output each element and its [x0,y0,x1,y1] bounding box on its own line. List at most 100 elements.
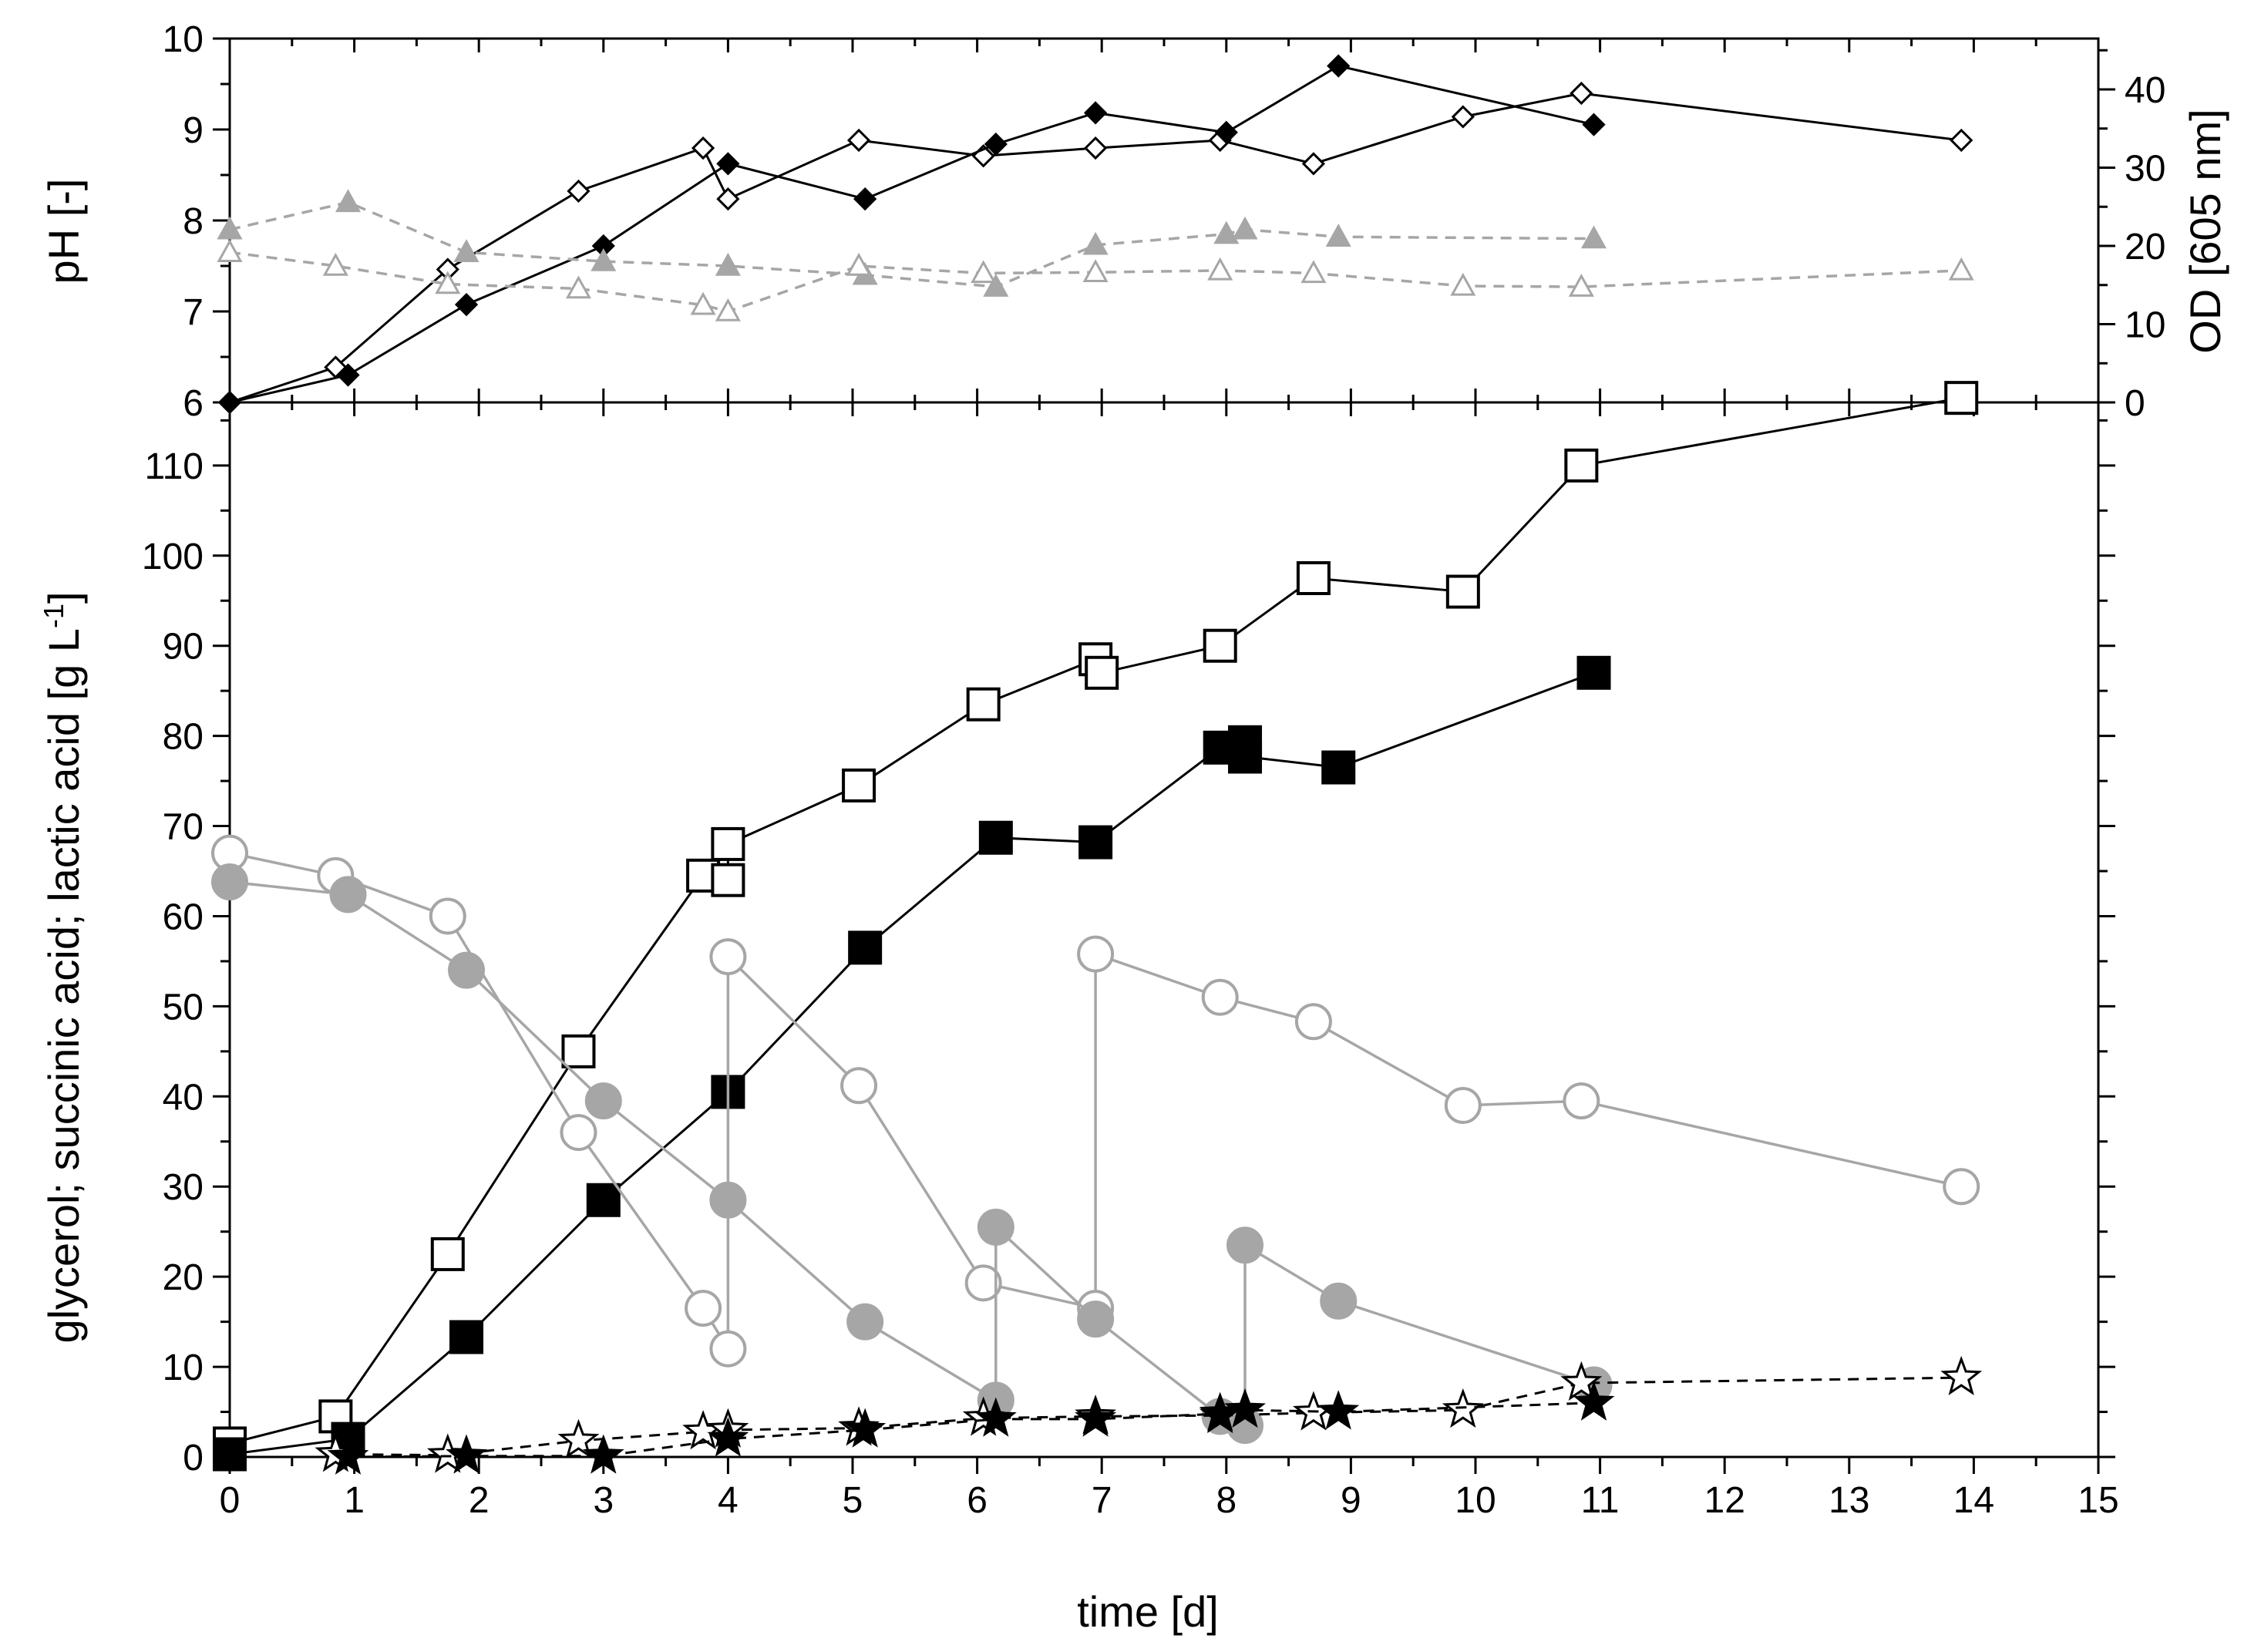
bottom-series-line [348,1401,1594,1459]
bottom-data-point [1075,1397,1117,1437]
bottom-data-point [584,1082,622,1120]
plot-layer: 0 1 2 3 4 5 6 7 8 9 10 11 12 13 14 15678910010203040010… [142,19,2165,1521]
top-data-point [1582,113,1606,136]
bottom-data-point [842,768,876,802]
bottom-data-point [711,826,745,861]
top-series-2 [217,189,1607,297]
bottom-series-2 [211,834,1980,1368]
bottom-data-point [685,1290,722,1327]
bottom-data-point [1321,750,1356,785]
top-data-point [1214,120,1238,144]
top-data-point [984,132,1008,156]
bottom-data-point [1444,1087,1482,1124]
bottom-data-point [1563,1082,1600,1120]
top-data-point [1568,274,1594,297]
top-data-point [1083,101,1108,125]
x-tick-label: 4 [718,1480,739,1521]
top-series-line [229,64,1594,404]
bottom-series-line [229,851,1962,1354]
bottom-data-point [964,1264,1002,1302]
top-data-point [453,239,479,262]
top-series-3 [217,239,1974,321]
x-tick-label: 8 [1216,1480,1236,1521]
top-data-point [846,252,872,276]
top-data-point [1580,225,1607,249]
x-tick-label: 12 [1704,1480,1745,1521]
bottom-data-point [840,1067,878,1105]
top-data-point [1300,260,1327,284]
x-tick-label: 6 [967,1480,988,1521]
bottom-data-point [844,1408,887,1448]
x-tick-label: 13 [1829,1480,1869,1521]
top-panel-frame [228,37,2100,404]
x-tick-label: 14 [1953,1480,1994,1521]
bottom-series-5 [327,1381,1615,1475]
bottom-tick-label: 100 [142,537,204,577]
bottom-axis-title-main: glycerol; succinic acid; lactic acid [g … [39,628,88,1344]
bottom-data-point [561,1034,596,1068]
bottom-data-point [1940,1355,1983,1396]
x-tick-label: 0 [220,1480,241,1521]
bottom-series-1 [213,655,1611,1472]
bottom-axis-title: glycerol; succinic acid; lactic acid [g … [38,591,88,1343]
top-data-point [322,252,348,276]
x-tick-label: 3 [593,1480,614,1521]
top-data-point [217,216,243,240]
bottom-series-0 [213,381,1979,1461]
x-tick-label: 15 [2078,1480,2118,1521]
top-data-point [1451,105,1475,129]
top-data-point [715,252,741,276]
bottom-data-point [846,1303,884,1341]
bottom-axis-title-superscript: -1 [38,604,69,628]
top-right-tick-label: 40 [2125,70,2165,111]
x-tick-label: 10 [1455,1480,1496,1521]
bottom-data-point [1320,1282,1358,1320]
bottom-data-point [1573,1381,1615,1421]
bottom-tick-label: 40 [163,1077,204,1118]
top-data-point [983,274,1009,297]
bottom-data-point [1077,1300,1115,1338]
top-data-point [1325,224,1351,247]
top-data-point [846,128,871,153]
bottom-data-point [1226,1226,1264,1264]
top-data-point [1213,220,1240,244]
top-series-1 [217,54,1606,415]
bottom-data-point [213,1437,247,1472]
top-data-point [335,189,362,213]
bottom-tick-label: 110 [144,446,204,487]
bottom-data-point [327,1435,369,1475]
x-tick-label: 5 [843,1480,863,1521]
top-data-point [1301,152,1326,176]
bottom-tick-label: 50 [163,987,204,1028]
x-tick-label: 7 [1092,1480,1112,1521]
top-left-tick-label: 9 [183,110,204,151]
bottom-data-point [582,1434,624,1474]
bottom-data-point [1294,1003,1332,1041]
top-data-point [1570,81,1593,106]
bottom-tick-label: 30 [163,1167,204,1208]
top-data-point [454,292,479,317]
bottom-tick-label: 10 [163,1348,204,1388]
bottom-series-4 [315,1355,1983,1473]
top-data-point [565,275,592,299]
bottom-data-point [1085,655,1119,690]
bottom-data-point [448,951,486,989]
bottom-data-point [560,1114,597,1152]
bottom-data-point [446,1434,488,1474]
bottom-data-point [1228,739,1263,774]
bottom-data-point [848,930,883,965]
bottom-data-point [211,863,248,901]
top-data-point [715,298,741,321]
top-right-tick-label: 10 [2125,304,2165,345]
bottom-data-point [711,863,745,897]
bottom-data-point [709,1181,747,1219]
bottom-data-point [430,1236,465,1271]
bottom-series-line [229,880,1595,1428]
bottom-tick-label: 20 [163,1257,204,1298]
bottom-tick-label: 70 [163,807,204,848]
top-data-point [716,152,740,176]
bottom-data-point [1564,448,1599,483]
bottom-data-point [1203,628,1237,663]
top-data-point [1082,231,1109,255]
